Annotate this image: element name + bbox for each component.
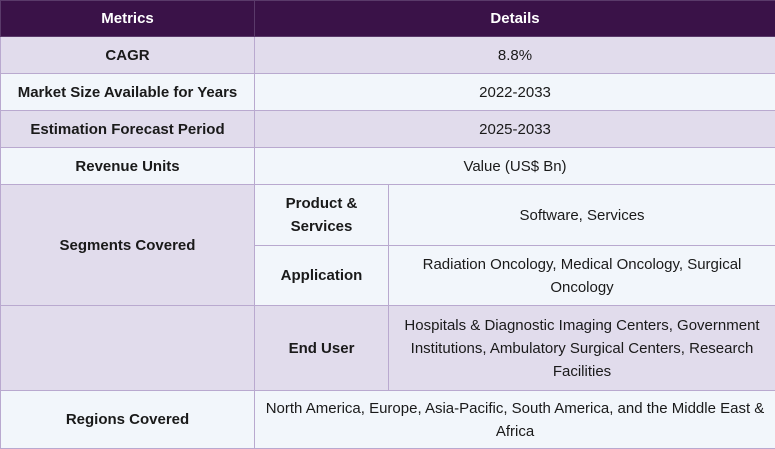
table-row: CAGR 8.8% — [1, 37, 775, 74]
forecast-value: 2025-2033 — [255, 111, 775, 148]
end-user-value: Hospitals & Diagnostic Imaging Centers, … — [389, 306, 775, 391]
header-details: Details — [255, 1, 775, 37]
table-row: Regions Covered North America, Europe, A… — [1, 391, 775, 449]
revenue-units-label: Revenue Units — [1, 148, 255, 185]
table-row: End User Hospitals & Diagnostic Imaging … — [1, 306, 775, 391]
market-size-label: Market Size Available for Years — [1, 74, 255, 111]
end-user-label: End User — [255, 306, 389, 391]
segments-label: Segments Covered — [1, 185, 255, 306]
product-services-label: Product & Services — [255, 185, 389, 246]
application-value: Radiation Oncology, Medical Oncology, Su… — [389, 246, 775, 306]
table-row: Segments Covered Product & Services Soft… — [1, 185, 775, 246]
header-metrics: Metrics — [1, 1, 255, 37]
table-row: Estimation Forecast Period 2025-2033 — [1, 111, 775, 148]
revenue-units-value: Value (US$ Bn) — [255, 148, 775, 185]
regions-label: Regions Covered — [1, 391, 255, 449]
cagr-label: CAGR — [1, 37, 255, 74]
table-row: Market Size Available for Years 2022-203… — [1, 74, 775, 111]
application-label: Application — [255, 246, 389, 306]
forecast-label: Estimation Forecast Period — [1, 111, 255, 148]
header-row: Metrics Details — [1, 1, 775, 37]
table-row: Revenue Units Value (US$ Bn) — [1, 148, 775, 185]
end-user-empty-cell — [1, 306, 255, 391]
market-size-value: 2022-2033 — [255, 74, 775, 111]
regions-value: North America, Europe, Asia-Pacific, Sou… — [255, 391, 775, 449]
product-services-value: Software, Services — [389, 185, 775, 246]
cagr-value: 8.8% — [255, 37, 775, 74]
